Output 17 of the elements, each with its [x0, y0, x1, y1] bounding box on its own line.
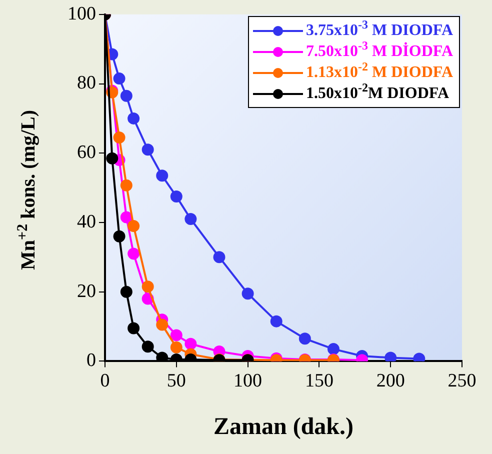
y-tick-label: 100	[68, 3, 96, 24]
legend-label: 3.75x10$^{-3}$ M DIODFA	[306, 18, 454, 42]
y-tick-label: 60	[77, 142, 96, 164]
y-tick-label: 0	[86, 350, 96, 372]
x-tick-label: 150	[304, 370, 334, 392]
x-tick-label: 100	[234, 370, 262, 392]
y-tick-label: 40	[77, 211, 96, 232]
legend-label: 7.50x10$^{-3}$ M DİODFA	[306, 39, 454, 62]
x-tick-label: 200	[376, 370, 405, 392]
y-tick-label: 20	[77, 280, 96, 302]
y-tick-label: 80	[77, 72, 96, 94]
x-tick-label: 0	[100, 370, 110, 392]
legend-label: 1.50x10$^{-2}$M DIODFA	[306, 81, 450, 104]
legend-label: 1.13x10$^{-2}$ M DIODFA	[306, 60, 454, 84]
x-axis-title: Zaman (dak.)	[212, 414, 355, 441]
x-tick-label: 50	[166, 370, 186, 392]
x-tick-label: 250	[448, 370, 476, 392]
